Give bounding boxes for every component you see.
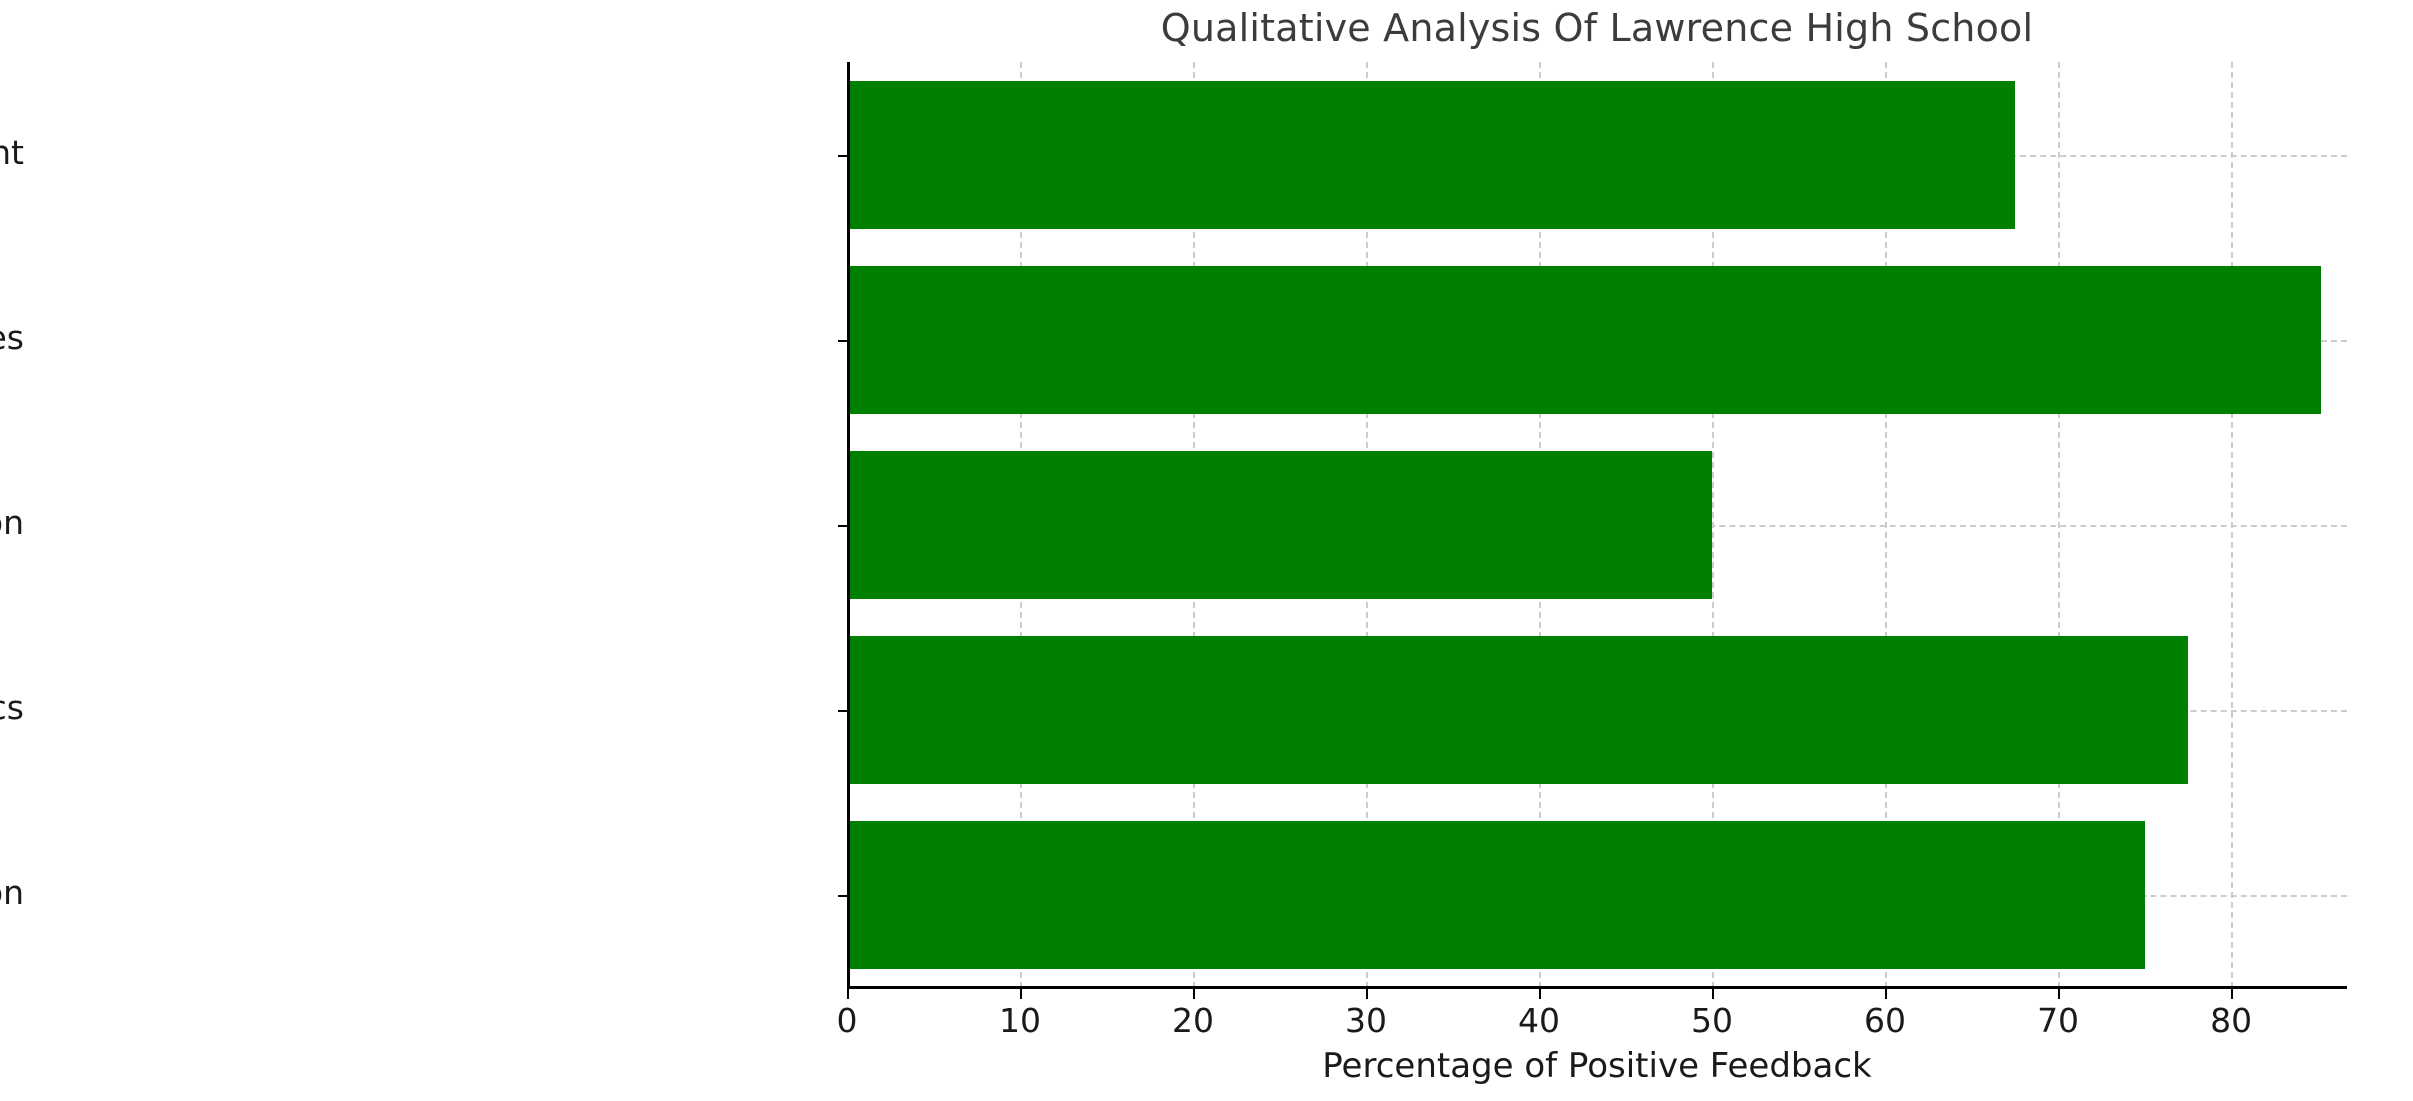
- y-axis-tick-label: Overall Satisfaction: [0, 873, 24, 913]
- x-axis-tick-mark: [1366, 989, 1369, 999]
- x-axis-tick-label: 20: [1172, 1001, 1215, 1040]
- plot-area: [847, 62, 2347, 988]
- x-axis-label: Percentage of Positive Feedback: [1322, 1046, 1872, 1086]
- y-axis-tick-mark: [838, 154, 848, 157]
- x-axis-tick-mark: [2058, 989, 2061, 999]
- y-axis-tick-mark: [838, 710, 848, 713]
- y-axis-tick-label: Infrastructure/Facilities: [0, 317, 24, 357]
- chart-title: Qualitative Analysis Of Lawrence High Sc…: [1160, 6, 2034, 50]
- x-axis-tick-mark: [1712, 989, 1715, 999]
- x-axis-tick-label: 50: [1691, 1001, 1734, 1040]
- x-axis-tick-label: 70: [2037, 1001, 2080, 1040]
- y-axis-spine: [847, 62, 850, 988]
- bar: [847, 265, 2322, 414]
- bar: [847, 80, 2015, 229]
- x-axis-tick-label: 0: [836, 1001, 858, 1040]
- x-axis-tick-label: 80: [2210, 1001, 2253, 1040]
- x-axis-tick-mark: [1885, 989, 1888, 999]
- x-axis-tick-mark: [1020, 989, 1022, 999]
- x-axis-tick-label: 40: [1518, 1001, 1561, 1040]
- bar: [847, 821, 2145, 970]
- x-axis-tick-label: 60: [1864, 1001, 1907, 1040]
- bar: [847, 636, 2188, 785]
- x-axis-tick-mark: [2231, 989, 2234, 999]
- x-axis-tick-mark: [1193, 989, 1196, 999]
- x-axis-tick-mark: [1539, 989, 1542, 999]
- x-axis-tick-label: 10: [999, 1001, 1041, 1040]
- y-axis-tick-label: Extracurricular Activities & Holistic De…: [0, 132, 24, 172]
- y-axis-tick-label: Management/Administration: [0, 503, 24, 542]
- x-axis-spine: [847, 986, 2347, 989]
- x-axis-tick-label: 30: [1345, 1001, 1388, 1040]
- y-axis-tick-mark: [838, 339, 848, 342]
- y-axis-tick-mark: [838, 895, 848, 898]
- y-axis-tick-label: Quality of Teaching/Academics: [0, 688, 24, 728]
- x-axis-tick-mark: [847, 989, 849, 999]
- bar: [847, 450, 1713, 600]
- y-axis-tick-mark: [838, 525, 848, 527]
